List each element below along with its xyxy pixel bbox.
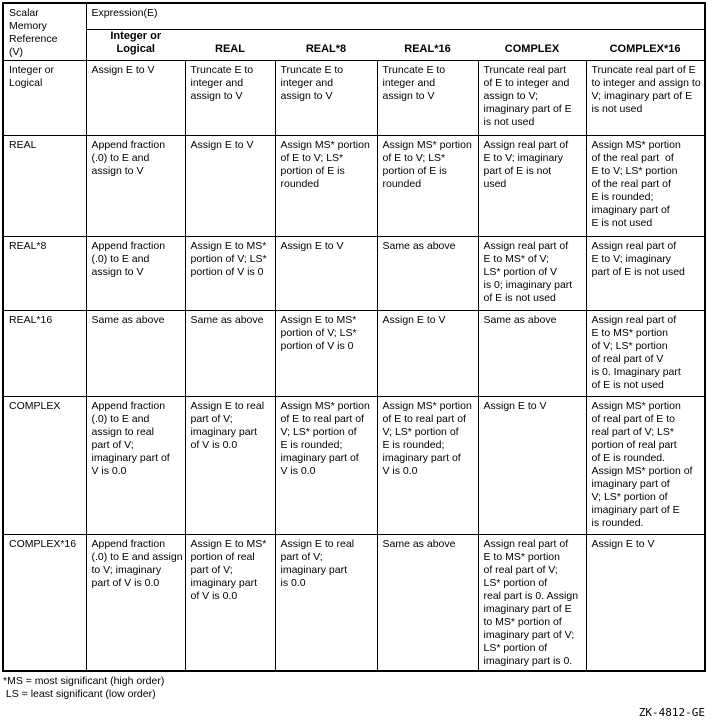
table-cell: Truncate E to integer and assign to V	[376, 59, 479, 136]
table-cell: Assign real part of E to MS* portion of …	[585, 309, 706, 397]
col-header-integer-logical: Integer or Logical	[86, 28, 185, 61]
table-row: COMPLEX*16 Append fraction (.0) to E and…	[2, 533, 706, 672]
table-cell: Append fraction (.0) to E and assign to …	[85, 395, 186, 535]
table-cell: Assign E to V	[274, 235, 378, 311]
table-cell: Append fraction (.0) to E and assign to …	[85, 533, 186, 672]
table-row: REAL*8 Append fraction (.0) to E and ass…	[2, 235, 706, 311]
table-cell: Append fraction (.0) to E and assign to …	[85, 235, 186, 311]
row-header: REAL	[2, 134, 87, 237]
figure-code: ZK-4812-GE	[638, 706, 705, 719]
expression-header: Expression(E)	[85, 2, 706, 30]
table-cell: Truncate real part of E to integer and a…	[585, 59, 706, 136]
table-cell: Assign E to V	[585, 533, 706, 672]
table-cell: Assign real part of E to MS* portion of …	[477, 533, 587, 672]
table-footnote: *MS = most significant (high order) LS =…	[3, 675, 165, 700]
table-cell: Assign real part of E to MS* of V; LS* p…	[477, 235, 587, 311]
row-header: REAL*8	[2, 235, 87, 311]
table-cell: Assign E to MS* portion of V; LS* portio…	[274, 309, 378, 397]
row-header: COMPLEX	[2, 395, 87, 535]
table-cell: Truncate E to integer and assign to V	[184, 59, 276, 136]
table-row: COMPLEX Append fraction (.0) to E and as…	[2, 395, 706, 535]
table-cell: Same as above	[85, 309, 186, 397]
table-cell: Assign real part of E to V; imaginary pa…	[585, 235, 706, 311]
table-cell: Assign E to V	[376, 309, 479, 397]
col-header-complex: COMPLEX	[478, 28, 586, 61]
table-cell: Assign E to real part of V; imaginary pa…	[274, 533, 378, 672]
table-cell: Assign MS* portion of E to V; LS* portio…	[376, 134, 479, 237]
row-header: Integer or Logical	[2, 59, 87, 136]
col-header-real: REAL	[185, 28, 275, 61]
corner-header: Scalar Memory Reference (V)	[2, 2, 87, 61]
row-header: REAL*16	[2, 309, 87, 397]
table-cell: Assign MS* portion of real part of E to …	[585, 395, 706, 535]
assignment-conversion-table: Scalar Memory Reference (V) Expression(E…	[2, 2, 707, 672]
table-cell: Same as above	[376, 533, 479, 672]
table-cell: Same as above	[184, 309, 276, 397]
table-cell: Assign real part of E to V; imaginary pa…	[477, 134, 587, 237]
table-cell: Assign E to real part of V; imaginary pa…	[184, 395, 276, 535]
table-cell: Same as above	[376, 235, 479, 311]
table-cell: Assign E to V	[184, 134, 276, 237]
table-cell: Append fraction (.0) to E and assign to …	[85, 134, 186, 237]
row-header: COMPLEX*16	[2, 533, 87, 672]
col-header-real8: REAL*8	[275, 28, 377, 61]
table-row: Integer or Logical Assign E to V Truncat…	[2, 59, 706, 136]
table-cell: Assign MS* portion of E to real part of …	[376, 395, 479, 535]
table-cell: Assign MS* portion of E to V; LS* portio…	[274, 134, 378, 237]
table-row: REAL*16 Same as above Same as above Assi…	[2, 309, 706, 397]
table-cell: Same as above	[477, 309, 587, 397]
table-cell: Assign E to MS* portion of V; LS* portio…	[184, 235, 276, 311]
table-cell: Assign MS* portion of E to real part of …	[274, 395, 378, 535]
table-cell: Assign MS* portion of the real part of E…	[585, 134, 706, 237]
table-cell: Assign E to MS* portion of real part of …	[184, 533, 276, 672]
table-row: REAL Append fraction (.0) to E and assig…	[2, 134, 706, 237]
col-header-complex16: COMPLEX*16	[586, 28, 706, 61]
col-header-real16: REAL*16	[377, 28, 478, 61]
table-cell: Truncate E to integer and assign to V	[274, 59, 378, 136]
table-cell: Assign E to V	[477, 395, 587, 535]
table-cell: Truncate real part of E to integer and a…	[477, 59, 587, 136]
table-cell: Assign E to V	[85, 59, 186, 136]
